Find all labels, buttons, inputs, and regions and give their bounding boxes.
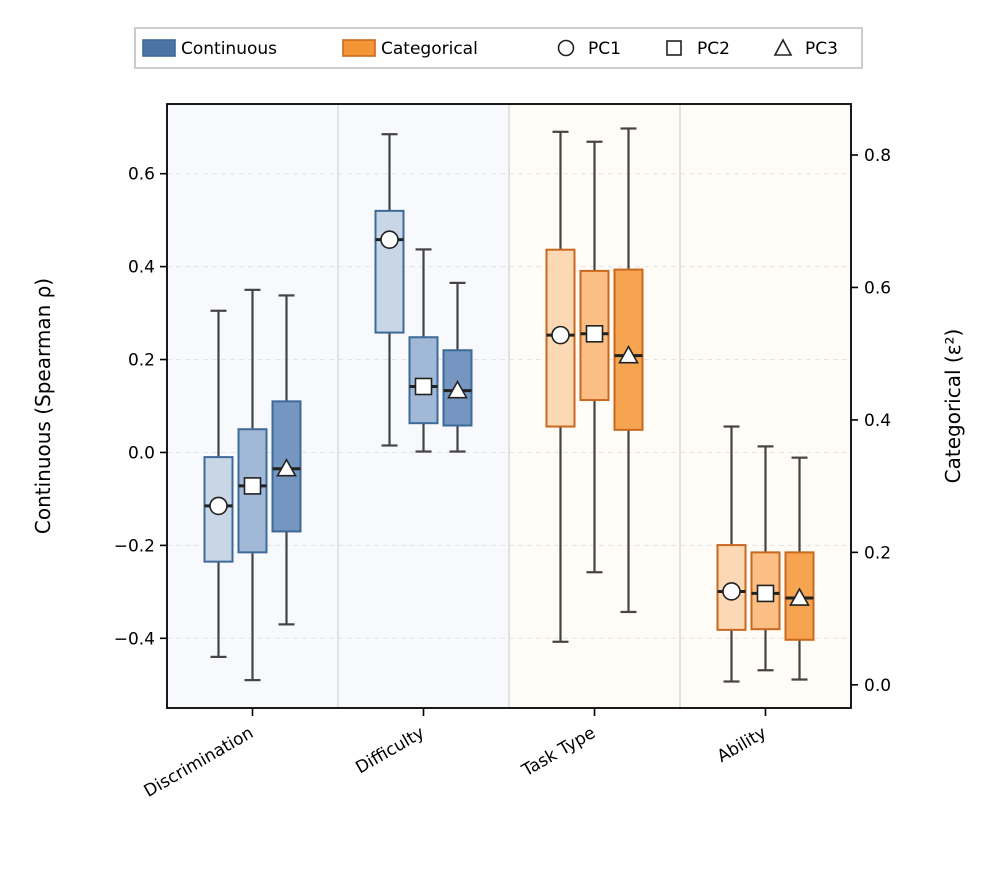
- boxes: [203, 127, 815, 683]
- box-discrimination-pc1: [203, 309, 234, 658]
- mean-marker-circle: [209, 496, 228, 516]
- legend-entry-continuous: Continuous: [142, 39, 277, 59]
- plot-frame: [166, 103, 852, 709]
- box-iqr: [784, 551, 815, 641]
- mean-marker-square: [756, 584, 775, 603]
- legend-label: Continuous: [181, 39, 277, 59]
- mean-marker-square: [585, 325, 604, 343]
- right-tick-label: 0.2: [864, 543, 891, 563]
- box-difficulty-pc3: [442, 281, 473, 453]
- right-tick-label: 0.0: [864, 676, 891, 696]
- legend-entry-pc2: PC2: [666, 39, 730, 59]
- left-tick-label: −0.2: [114, 536, 155, 556]
- box-task-type-pc3: [613, 127, 644, 614]
- legend-marker-square: [666, 40, 682, 56]
- right-axis: 0.0 0.2 0.4 0.6 0.8: [851, 146, 891, 696]
- left-axis: −0.4 −0.2 0.0 0.2 0.4 0.6: [114, 165, 167, 649]
- box-discrimination-pc3: [271, 294, 302, 626]
- left-tick-label: 0.2: [128, 351, 155, 371]
- legend-label: Categorical: [381, 39, 478, 59]
- legend: Continuous Categorical PC1 PC2 PC3: [134, 27, 863, 69]
- legend-entry-pc1: PC1: [557, 39, 621, 59]
- box-difficulty-pc1: [374, 133, 405, 447]
- x-tick-label-difficulty: Difficulty: [352, 723, 428, 778]
- mean-marker-triangle: [276, 458, 297, 477]
- mean-marker-triangle: [618, 345, 639, 364]
- legend-swatch: [342, 39, 376, 57]
- legend-swatch: [142, 39, 176, 57]
- mean-marker-circle: [722, 582, 741, 601]
- box-discrimination-pc2: [237, 288, 268, 682]
- mean-marker-triangle: [789, 587, 810, 606]
- legend-label: PC1: [588, 39, 621, 59]
- box-difficulty-pc2: [408, 248, 439, 453]
- left-tick-label: −0.4: [114, 629, 155, 649]
- box-iqr: [374, 209, 405, 334]
- box-ability-pc2: [750, 445, 781, 672]
- group-separators: [337, 104, 681, 708]
- left-tick-label: 0.6: [128, 165, 155, 185]
- legend-label: PC2: [697, 39, 730, 59]
- x-tick-label-ability: Ability: [714, 723, 770, 767]
- x-tick-label-task-type: Task Type: [518, 723, 599, 781]
- left-axis-label: Continuous (Spearman ρ): [31, 278, 55, 534]
- mean-marker-square: [414, 377, 433, 396]
- left-tick-label: 0.0: [128, 443, 155, 463]
- legend-label: PC3: [805, 39, 838, 59]
- legend-marker-triangle: [773, 38, 793, 56]
- legend-frame: [134, 27, 863, 69]
- legend-entry-pc3: PC3: [773, 38, 838, 59]
- right-tick-label: 0.6: [864, 278, 891, 298]
- right-tick-label: 0.8: [864, 146, 891, 166]
- box-task-type-pc2: [579, 140, 610, 574]
- right-axis-label: Categorical (ε²): [941, 329, 965, 484]
- mean-marker-triangle: [447, 380, 468, 399]
- mean-marker-circle: [551, 325, 570, 345]
- legend-marker-circle: [557, 39, 575, 57]
- x-axis: Discrimination Difficulty Task Type Ability: [141, 708, 770, 802]
- box-ability-pc3: [784, 456, 815, 681]
- box-ability-pc1: [716, 425, 747, 683]
- x-tick-label-discrimination: Discrimination: [141, 723, 257, 802]
- legend-entry-categorical: Categorical: [342, 39, 478, 59]
- mean-marker-circle: [380, 230, 399, 249]
- mean-marker-square: [243, 477, 262, 495]
- left-tick-label: 0.4: [128, 258, 155, 278]
- right-tick-label: 0.4: [864, 411, 891, 431]
- box-task-type-pc1: [545, 130, 576, 643]
